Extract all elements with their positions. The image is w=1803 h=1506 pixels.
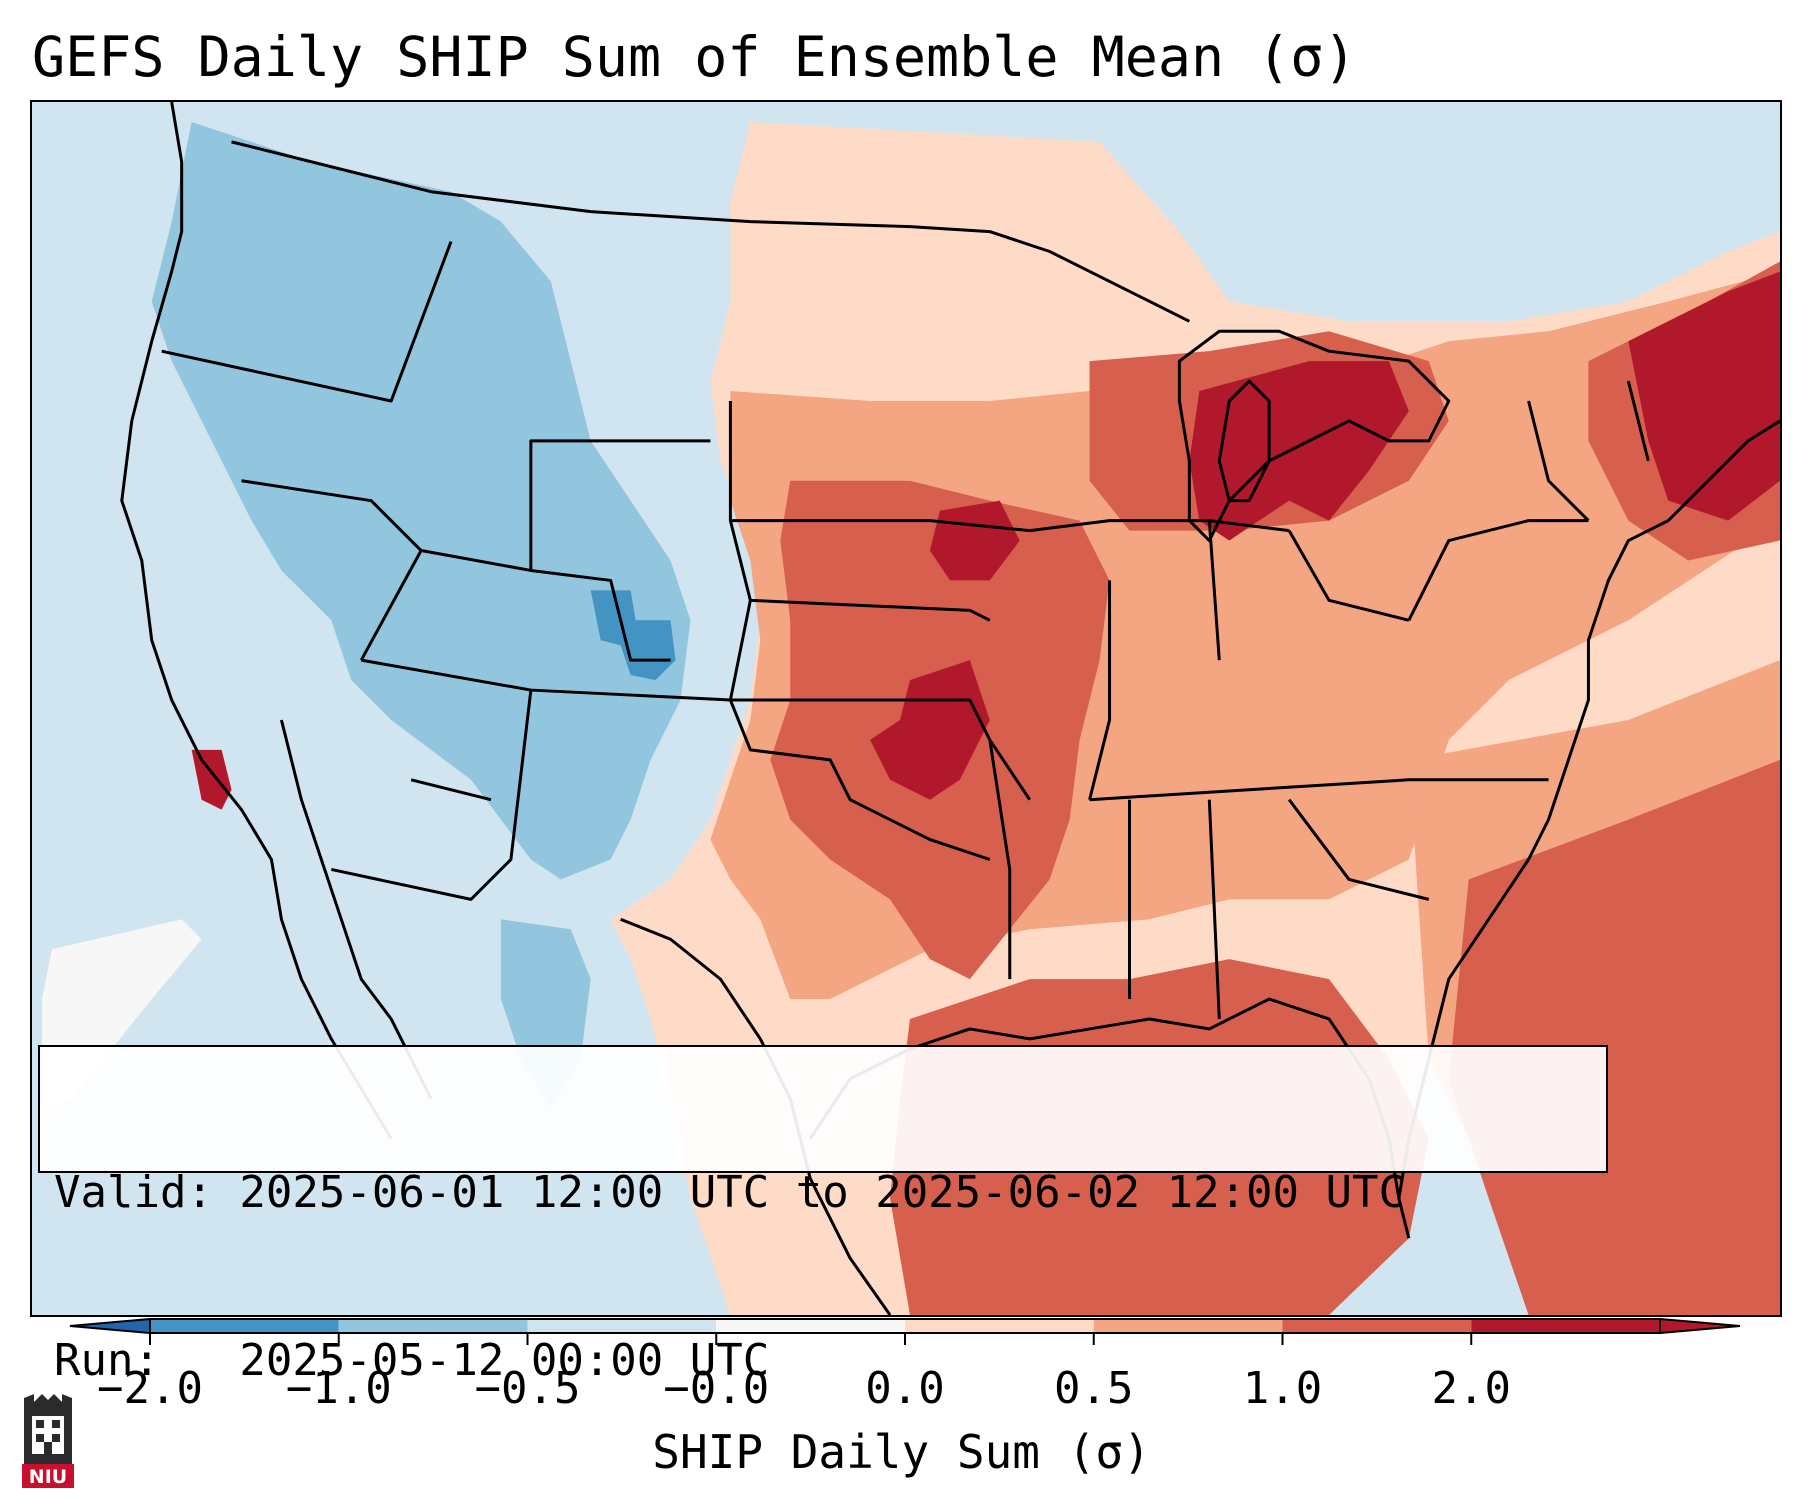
- state-borders-west: [161, 241, 731, 901]
- colorbar-tick-label: 2.0: [1431, 1363, 1511, 1414]
- colorbar-segment: [716, 1319, 905, 1333]
- valid-time-text: Valid: 2025-06-01 12:00 UTC to 2025-06-0…: [54, 1167, 1406, 1218]
- northeast-borders: [1407, 380, 1650, 621]
- valid-run-info-box: Valid: 2025-06-01 12:00 UTC to 2025-06-0…: [38, 1045, 1608, 1386]
- colorbar-extend-min: [69, 1317, 151, 1335]
- us-east-coast-line: [1397, 419, 1780, 1199]
- colorbar-tick-label: 0.5: [1054, 1363, 1134, 1414]
- colorbar-extend-max: [1659, 1317, 1741, 1335]
- state-borders-east: [1029, 519, 1549, 1020]
- colorbar-tick-label: −1.0: [285, 1363, 392, 1414]
- colorbar: [69, 1317, 1741, 1345]
- extreme-positive-cell-oklahoma: [870, 660, 990, 800]
- strong-negative-cell-colorado: [590, 590, 676, 681]
- colorbar-segment: [1093, 1319, 1283, 1333]
- canada-us-border-line: [231, 140, 1191, 323]
- niu-logo-text: NIU: [29, 1466, 67, 1488]
- lake-michigan-outline: [1217, 379, 1271, 503]
- extreme-positive-cell-california-coast: [191, 749, 232, 810]
- great-lakes-outline: [1177, 329, 1451, 543]
- colorbar-segment: [1471, 1319, 1660, 1333]
- colorbar-segment: [905, 1319, 1094, 1333]
- colorbar-axis-label: SHIP Daily Sum (σ): [652, 1425, 1151, 1479]
- niu-logo: NIU: [22, 1394, 74, 1488]
- colorbar-tick-label: 1.0: [1242, 1363, 1323, 1414]
- run-time-text: Run: 2025-05-12 00:00 UTC: [54, 1335, 770, 1386]
- state-borders-central: [728, 401, 1031, 980]
- colorbar-tick-label: −0.0: [663, 1363, 770, 1414]
- strong-positive-anomaly-region-atlantic: [1448, 759, 1780, 1315]
- extreme-positive-cell-great-lakes: [1189, 361, 1409, 541]
- colorbar-segment: [150, 1319, 339, 1333]
- extreme-positive-cell-iowa: [929, 500, 1020, 581]
- colorbar-tick-label: −0.5: [474, 1363, 581, 1414]
- us-west-coast-line: [120, 102, 393, 1140]
- colorbar-tick-label: −2.0: [97, 1363, 203, 1414]
- colorbar-segment: [338, 1319, 528, 1333]
- colorbar-tick-label: 0.0: [865, 1363, 945, 1414]
- colorbar-segment: [527, 1319, 717, 1333]
- extreme-positive-cell-new-england: [1628, 271, 1780, 521]
- colorbar-segment: [1282, 1319, 1472, 1333]
- page-title: GEFS Daily SHIP Sum of Ensemble Mean (σ): [32, 25, 1357, 89]
